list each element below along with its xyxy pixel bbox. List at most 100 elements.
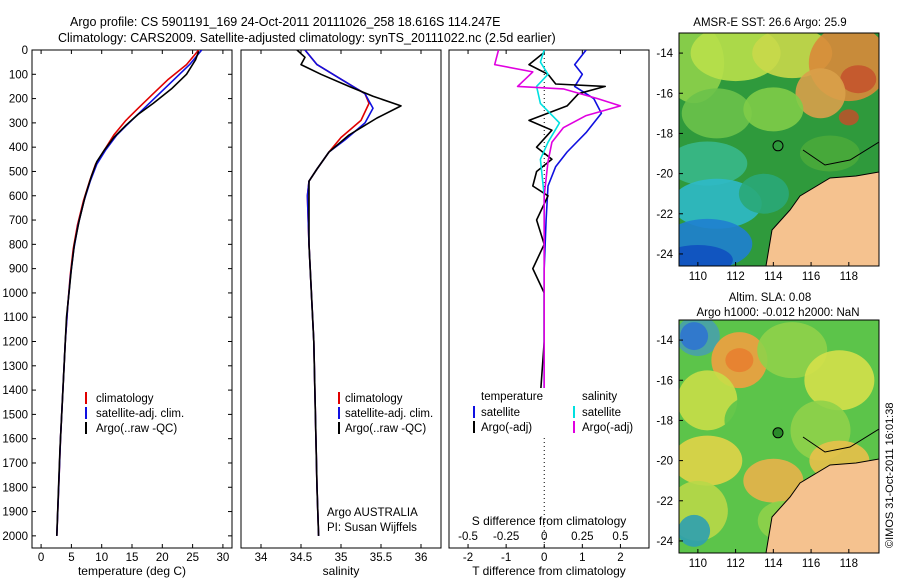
x-tick-label: 30 — [217, 552, 230, 564]
x-tick-label: 1 — [579, 552, 585, 564]
x-tick-label: 25 — [186, 552, 199, 564]
y-tick-label: 2000 — [2, 531, 28, 543]
legend-label-satellite: satellite-adj. clim. — [96, 408, 184, 420]
lat-tick-label: -20 — [656, 169, 673, 181]
lat-tick-label: -16 — [656, 88, 673, 100]
salinity-legend: climatology satellite-adj. clim. Argo(..… — [338, 392, 433, 435]
sla-map-lon-axis: 110 112 114 116 118 — [689, 549, 858, 570]
legend-label-s-argo: Argo(-adj) — [582, 422, 633, 434]
field-patch — [804, 350, 875, 411]
salinity-axes-frame — [240, 49, 442, 549]
y-tick-label: 1300 — [2, 361, 28, 373]
lat-tick-label: -22 — [656, 496, 673, 508]
legend-label-climatology: climatology — [345, 393, 403, 405]
y-tick-label: 1600 — [2, 434, 28, 446]
x-tick-label: 34.5 — [290, 552, 312, 564]
y-tick-label: 1000 — [2, 288, 28, 300]
sla-map-lat-axis: -14 -16 -18 -20 -22 -24 — [656, 335, 683, 548]
series-line-argo-raw-qc- — [56, 50, 200, 536]
lat-tick-label: -24 — [656, 249, 673, 261]
series-line-salinity-argo-adj- — [493, 50, 622, 395]
x-tick-label: 35.5 — [370, 552, 392, 564]
temperature-panel: 0100200300400500600700800900100011001200… — [2, 45, 649, 578]
field-patch — [679, 370, 738, 431]
y-tick-label: 1200 — [2, 337, 28, 349]
x-tick-label: 15 — [126, 552, 139, 564]
difference-panel: -2 -1 0 1 2 -0.5 -0.25 0 0.25 0.5 T difference f… — [448, 49, 650, 578]
field-patch — [679, 435, 743, 486]
y-tick-label: 1700 — [2, 458, 28, 470]
difference-lines — [493, 50, 622, 396]
field-patch — [679, 244, 733, 266]
sla-map: Altim. SLA: 0.08 Argo h1000: -0.012 h200… — [656, 292, 880, 570]
x-tick-label: -1 — [501, 552, 511, 564]
y-tick-label: 900 — [9, 264, 28, 276]
y-tick-label: 600 — [9, 191, 28, 203]
s-tick-label: -0.25 — [493, 531, 519, 543]
lon-tick-label: 118 — [840, 271, 858, 283]
salinity-lines — [296, 50, 402, 536]
lat-tick-label: -20 — [656, 456, 673, 468]
temperature-x-axis: 0 5 10 15 20 25 30 — [38, 50, 229, 564]
lat-tick-label: -18 — [656, 415, 673, 427]
lat-tick-label: -24 — [656, 536, 673, 548]
field-patch — [724, 395, 785, 446]
lat-tick-label: -22 — [656, 209, 673, 221]
legend-label-satellite: satellite-adj. clim. — [345, 408, 433, 420]
sst-map-frame — [678, 32, 880, 267]
header-line-1: Argo profile: CS 5901191_169 24-Oct-2011… — [70, 15, 500, 29]
bathymetry-contour — [802, 428, 879, 453]
imos-timestamp: ©IMOS 31-Oct-2011 16:01:38 — [884, 403, 896, 548]
series-line-argo-raw-qc- — [296, 50, 402, 536]
temperature-axes-frame — [31, 49, 233, 549]
lon-tick-label: 116 — [802, 271, 820, 283]
series-line-temperature-argo-adj- — [528, 51, 606, 396]
sst-map-title: AMSR-E SST: 26.6 Argo: 25.9 — [693, 17, 846, 29]
x-tick-label: 36 — [415, 552, 428, 564]
x-tick-label: 34 — [255, 552, 268, 564]
x-tick-label: 0 — [38, 552, 44, 564]
x-tick-label: 0 — [541, 552, 547, 564]
y-tick-label: 400 — [9, 142, 28, 154]
lat-tick-label: -18 — [656, 128, 673, 140]
y-tick-label: 1500 — [2, 409, 28, 421]
s-tick-label: -0.5 — [458, 531, 478, 543]
y-tick-label: 100 — [9, 69, 28, 81]
argo-float-marker — [772, 140, 784, 152]
field-patch — [738, 173, 789, 214]
y-tick-label: 1900 — [2, 507, 28, 519]
legend-label-climatology: climatology — [96, 393, 154, 405]
y-tick-label: 300 — [9, 118, 28, 130]
y-tick-label: 800 — [9, 239, 28, 251]
field-patch — [840, 65, 877, 94]
lon-tick-label: 110 — [689, 558, 707, 570]
sla-map-frame — [678, 319, 880, 554]
field-patch — [799, 135, 860, 172]
temperature-lines — [56, 50, 203, 536]
legend-label-t-satellite: satellite — [481, 407, 520, 419]
legend-label-t-argo: Argo(-adj) — [481, 422, 532, 434]
x-tick-label: 5 — [68, 552, 74, 564]
land-mass — [765, 458, 879, 553]
difference-xlabel: T difference from climatology — [472, 564, 626, 578]
sst-map-lon-axis: 110 112 114 116 118 — [689, 262, 858, 283]
sst-color-patches — [679, 33, 879, 266]
y-tick-label: 700 — [9, 215, 28, 227]
x-tick-label: 10 — [95, 552, 108, 564]
salinity-x-axis: 34 34.5 35 35.5 36 — [255, 50, 428, 564]
lon-tick-label: 114 — [764, 558, 783, 570]
lon-tick-label: 112 — [726, 271, 744, 283]
x-tick-label: -2 — [463, 552, 473, 564]
sst-map: AMSR-E SST: 26.6 Argo: 25.9 110 112 114 116… — [656, 17, 880, 283]
sst-map-lat-axis: -14 -16 -18 -20 -22 -24 — [656, 48, 683, 261]
legend-background — [476, 388, 546, 436]
x-tick-label: 20 — [156, 552, 169, 564]
sla-map-title-2: Argo h1000: -0.012 h2000: NaN — [696, 307, 859, 319]
y-tick-label: 1800 — [2, 482, 28, 494]
difference-xlabel-top: S difference from climatology — [472, 514, 627, 528]
field-patch — [679, 320, 720, 357]
y-tick-label: 0 — [22, 45, 28, 57]
salinity-annotation-line-2: PI: Susan Wijffels — [327, 522, 417, 534]
lon-tick-label: 116 — [802, 558, 820, 570]
lon-tick-label: 118 — [840, 558, 858, 570]
